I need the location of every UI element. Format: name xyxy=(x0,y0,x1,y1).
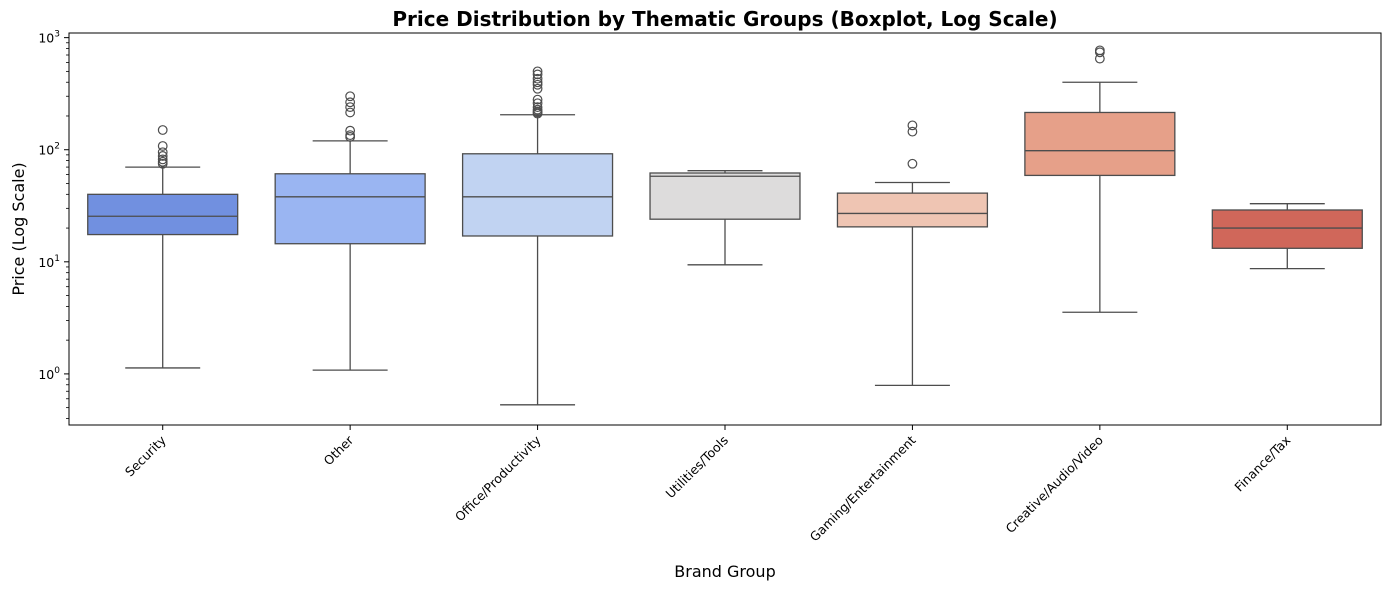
x-tick-label: Security xyxy=(122,432,169,479)
outlier-point xyxy=(532,79,543,90)
outlier-point xyxy=(907,126,918,137)
plot-area xyxy=(87,45,1363,406)
x-tick-label: Finance/Tax xyxy=(1231,433,1293,495)
box-group xyxy=(1211,203,1363,270)
box-group xyxy=(87,125,239,369)
chart-title: Price Distribution by Thematic Groups (B… xyxy=(392,7,1057,31)
outlier-point xyxy=(532,66,543,77)
x-tick-label: Creative/Audio/Video xyxy=(1002,433,1106,537)
outlier-point xyxy=(1094,47,1105,58)
outlier-point xyxy=(157,156,168,167)
iqr-box xyxy=(649,172,801,220)
outlier-point xyxy=(532,73,543,84)
outlier-point xyxy=(345,91,356,102)
outlier-point xyxy=(907,120,918,131)
outlier-point xyxy=(157,151,168,161)
box-group xyxy=(1024,45,1176,313)
box-group xyxy=(649,170,801,266)
box-group xyxy=(461,66,614,406)
x-tick-label: Utilities/Tools xyxy=(662,433,731,502)
outlier-point xyxy=(157,141,168,151)
x-axis: Security Other Office/Productivity Utilitie… xyxy=(122,425,1293,544)
outlier-point xyxy=(532,83,543,94)
outlier-point xyxy=(907,158,918,169)
outlier-point xyxy=(1094,45,1105,56)
outlier-point xyxy=(532,98,543,109)
x-tick-label: Other xyxy=(321,432,357,468)
y-axis-label: Price (Log Scale) xyxy=(9,162,28,295)
outlier-point xyxy=(345,125,356,136)
x-tick-label: Gaming/Entertainment xyxy=(807,432,919,544)
box-group xyxy=(274,91,426,371)
x-tick-label: Office/Productivity xyxy=(452,432,544,524)
iqr-box xyxy=(1211,209,1363,249)
outlier-point xyxy=(532,104,543,115)
outlier-point xyxy=(532,69,543,80)
y-tick-label: 103 xyxy=(38,30,60,46)
iqr-box xyxy=(274,173,426,245)
outlier-point xyxy=(345,97,356,108)
iqr-box xyxy=(836,192,989,228)
outlier-point xyxy=(532,77,543,88)
outlier-point xyxy=(532,94,543,105)
y-tick-label: 100 xyxy=(38,366,60,382)
outlier-point xyxy=(345,130,356,141)
y-tick-label: 102 xyxy=(38,142,60,158)
iqr-box xyxy=(461,153,614,237)
iqr-box xyxy=(1024,111,1176,177)
outlier-point xyxy=(157,147,168,158)
outlier-point xyxy=(532,102,543,113)
outlier-point xyxy=(345,102,356,113)
outlier-point xyxy=(157,154,168,165)
iqr-box xyxy=(87,193,239,236)
x-axis-label: Brand Group xyxy=(674,562,775,581)
y-axis: 100 101 102 103 xyxy=(38,30,69,419)
box-group xyxy=(836,120,989,387)
y-tick-label: 101 xyxy=(38,254,60,270)
outlier-point xyxy=(157,125,168,135)
outlier-point xyxy=(345,107,356,118)
